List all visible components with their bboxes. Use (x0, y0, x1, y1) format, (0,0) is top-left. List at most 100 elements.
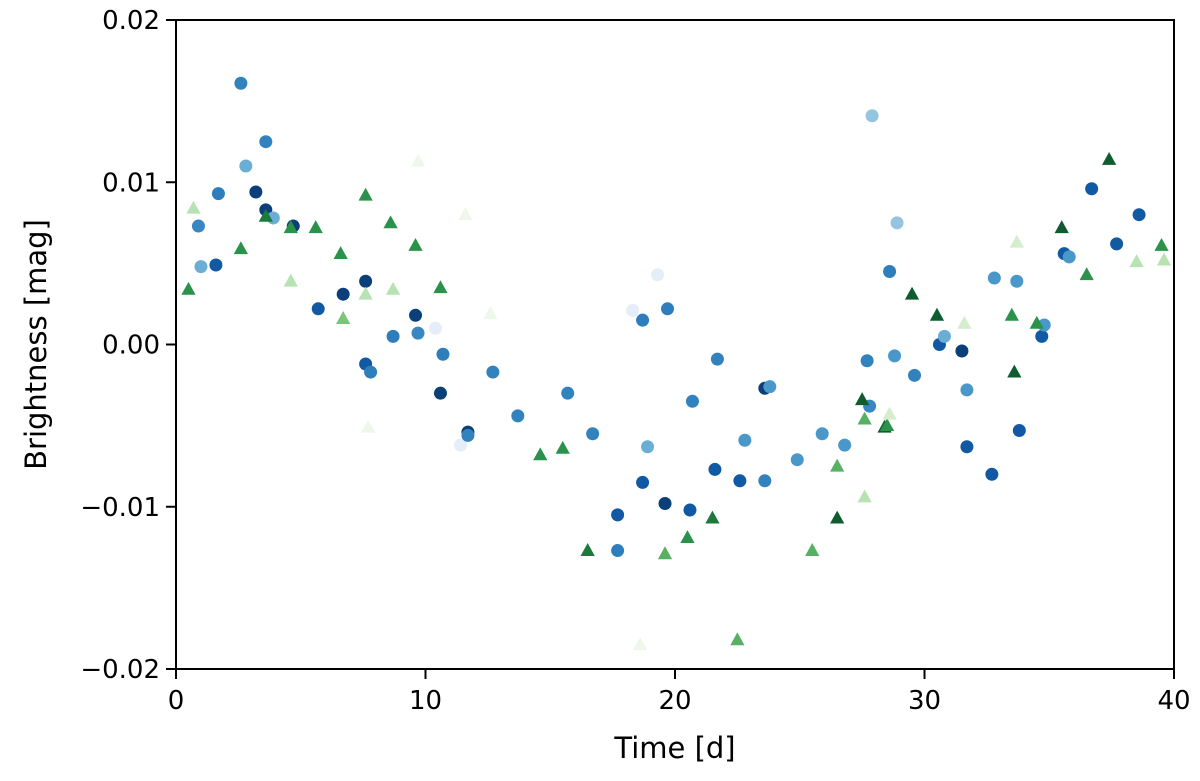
data-point-circle (209, 258, 223, 272)
data-point-circle (888, 349, 902, 363)
y-axis-label: Brightness [mag] (19, 219, 53, 470)
x-tick-label: 40 (1157, 686, 1190, 716)
data-point-triangle (1129, 254, 1144, 268)
data-point-triangle (857, 489, 872, 503)
data-point-circle (683, 503, 697, 517)
data-point-circle (436, 347, 450, 361)
data-point-triangle (186, 200, 201, 214)
data-point-circle (685, 394, 699, 408)
data-point-circle (611, 508, 625, 522)
data-point-triangle (1054, 220, 1069, 234)
plot-frame (175, 19, 1175, 670)
data-marks (181, 76, 1172, 651)
data-point-triangle (358, 286, 373, 300)
data-point-circle (194, 260, 208, 274)
data-point-circle (661, 302, 675, 316)
data-point-circle (955, 344, 969, 358)
data-point-circle (1110, 237, 1124, 251)
data-point-circle (710, 352, 724, 366)
x-tick-label: 0 (168, 686, 185, 716)
data-point-triangle (1156, 252, 1172, 266)
data-point-circle (586, 427, 600, 441)
data-point-circle (411, 326, 425, 340)
data-point-circle (987, 271, 1001, 285)
data-point-circle (960, 440, 974, 454)
data-point-triangle (830, 458, 845, 472)
data-point-triangle (929, 307, 945, 321)
data-point-circle (651, 268, 665, 282)
data-point-triangle (308, 220, 323, 234)
data-point-triangle (882, 406, 897, 420)
data-point-circle (641, 440, 655, 454)
data-point-circle (234, 76, 248, 90)
data-point-triangle (408, 238, 423, 251)
data-point-triangle (333, 246, 348, 260)
data-point-circle (838, 438, 852, 452)
data-point-circle (1010, 274, 1024, 288)
data-point-circle (486, 365, 500, 379)
data-point-circle (461, 428, 475, 442)
data-point-circle (883, 264, 897, 278)
data-point-triangle (336, 311, 351, 324)
data-point-circle (511, 409, 525, 423)
data-point-triangle (483, 306, 498, 320)
data-point-triangle (533, 447, 548, 461)
data-point-circle (985, 467, 999, 481)
data-point-circle (336, 287, 350, 301)
data-point-circle (364, 365, 378, 379)
data-point-circle (708, 462, 722, 476)
data-point-circle (815, 427, 829, 441)
data-point-triangle (555, 440, 570, 454)
data-point-circle (763, 380, 777, 394)
data-point-circle (1035, 329, 1049, 343)
data-point-circle (1085, 182, 1099, 196)
data-point-circle (733, 474, 747, 488)
data-point-circle (191, 219, 205, 233)
data-point-circle (636, 475, 650, 489)
data-point-triangle (957, 315, 972, 329)
data-point-triangle (358, 187, 373, 201)
data-point-circle (1012, 423, 1026, 437)
data-point-circle (359, 274, 373, 288)
data-point-circle (636, 313, 650, 327)
x-tick-label: 10 (409, 686, 442, 716)
data-point-circle (890, 216, 904, 230)
x-tick-label: 20 (658, 686, 691, 716)
data-point-triangle (181, 281, 196, 295)
data-point-triangle (705, 510, 720, 524)
data-point-circle (908, 368, 922, 382)
data-point-triangle (283, 273, 298, 287)
data-point-triangle (458, 207, 473, 221)
data-point-circle (1062, 250, 1076, 264)
data-point-triangle (410, 153, 426, 167)
data-point-triangle (904, 286, 920, 300)
data-point-triangle (433, 280, 448, 294)
data-point-triangle (283, 220, 298, 234)
data-point-circle (758, 474, 772, 488)
y-tick-label: −0.01 (80, 493, 160, 523)
data-point-triangle (580, 543, 595, 556)
x-tick-label: 30 (908, 686, 941, 716)
data-point-circle (860, 354, 874, 368)
data-point-circle (738, 433, 752, 447)
data-point-triangle (233, 241, 248, 255)
data-point-circle (311, 302, 325, 316)
data-point-triangle (730, 632, 745, 646)
data-point-triangle (680, 530, 695, 543)
data-point-triangle (855, 392, 870, 406)
data-point-circle (433, 386, 447, 400)
data-point-triangle (383, 215, 398, 229)
data-point-circle (561, 386, 575, 400)
data-point-circle (1132, 208, 1146, 222)
y-tick-label: −0.02 (80, 655, 160, 685)
data-point-circle (211, 187, 225, 201)
data-point-triangle (632, 637, 648, 651)
data-point-circle (428, 321, 442, 335)
data-point-triangle (1009, 234, 1024, 248)
data-point-triangle (830, 510, 845, 524)
data-point-circle (658, 497, 672, 511)
data-point-triangle (385, 281, 401, 295)
data-point-triangle (857, 411, 872, 425)
x-axis: 0 10 20 30 40 (168, 669, 1191, 716)
